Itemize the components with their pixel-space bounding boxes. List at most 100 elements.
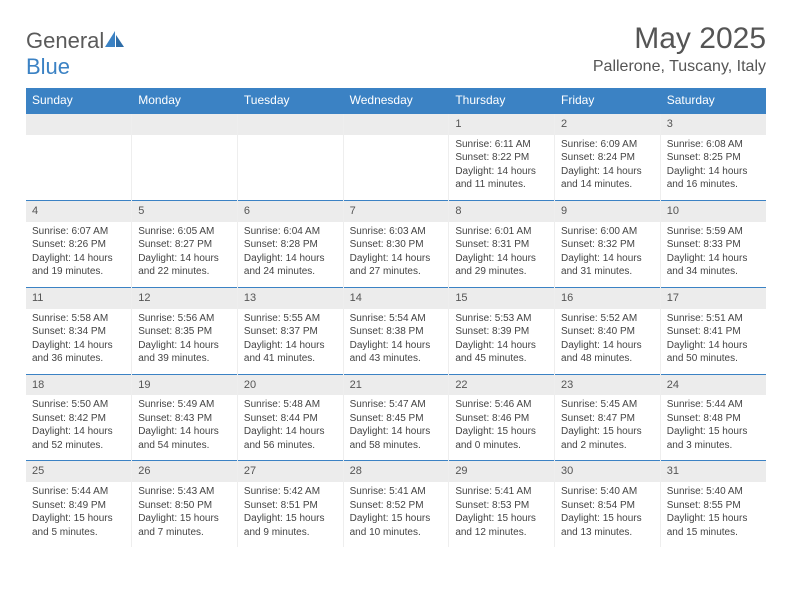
- detail-row: Sunrise: 5:50 AMSunset: 8:42 PMDaylight:…: [26, 395, 766, 461]
- day-number-cell: 7: [343, 200, 449, 221]
- sunset-text: Sunset: 8:27 PM: [138, 238, 231, 252]
- sunrise-text: Sunrise: 5:56 AM: [138, 312, 231, 326]
- sunrise-text: Sunrise: 5:49 AM: [138, 398, 231, 412]
- daylight-text: Daylight: 14 hours and 56 minutes.: [244, 425, 337, 452]
- day-header: Wednesday: [343, 88, 449, 113]
- daylight-text: Daylight: 14 hours and 52 minutes.: [32, 425, 125, 452]
- daylight-text: Daylight: 15 hours and 0 minutes.: [455, 425, 548, 452]
- header: GeneralBlue May 2025 Pallerone, Tuscany,…: [26, 22, 766, 80]
- daylight-text: Daylight: 15 hours and 15 minutes.: [667, 512, 760, 539]
- day-number-cell: 18: [26, 374, 132, 395]
- day-number-cell: 6: [237, 200, 343, 221]
- sunrise-text: Sunrise: 6:07 AM: [32, 225, 125, 239]
- day-detail-cell: Sunrise: 5:50 AMSunset: 8:42 PMDaylight:…: [26, 395, 132, 461]
- sunrise-text: Sunrise: 5:45 AM: [561, 398, 654, 412]
- day-detail-cell: [237, 135, 343, 201]
- sunrise-text: Sunrise: 5:53 AM: [455, 312, 548, 326]
- daylight-text: Daylight: 14 hours and 34 minutes.: [667, 252, 760, 279]
- day-detail-cell: Sunrise: 5:40 AMSunset: 8:55 PMDaylight:…: [660, 482, 766, 547]
- day-detail-cell: Sunrise: 5:58 AMSunset: 8:34 PMDaylight:…: [26, 309, 132, 375]
- sunset-text: Sunset: 8:55 PM: [667, 499, 760, 513]
- day-number-cell: 5: [132, 200, 238, 221]
- day-detail-cell: Sunrise: 5:54 AMSunset: 8:38 PMDaylight:…: [343, 309, 449, 375]
- day-header: Friday: [555, 88, 661, 113]
- day-number-cell: 8: [449, 200, 555, 221]
- daylight-text: Daylight: 14 hours and 14 minutes.: [561, 165, 654, 192]
- daylight-text: Daylight: 15 hours and 7 minutes.: [138, 512, 231, 539]
- day-number-cell: [343, 113, 449, 135]
- sunset-text: Sunset: 8:32 PM: [561, 238, 654, 252]
- sunset-text: Sunset: 8:54 PM: [561, 499, 654, 513]
- sunset-text: Sunset: 8:53 PM: [455, 499, 548, 513]
- day-detail-cell: Sunrise: 6:00 AMSunset: 8:32 PMDaylight:…: [555, 222, 661, 288]
- daylight-text: Daylight: 14 hours and 48 minutes.: [561, 339, 654, 366]
- day-detail-cell: Sunrise: 5:41 AMSunset: 8:52 PMDaylight:…: [343, 482, 449, 547]
- detail-row: Sunrise: 6:07 AMSunset: 8:26 PM Daylight:…: [26, 222, 766, 288]
- day-number-cell: 31: [660, 461, 766, 482]
- sunrise-text: Sunrise: 5:46 AM: [455, 398, 548, 412]
- sunset-text: Sunset: 8:31 PM: [455, 238, 548, 252]
- calendar-body: 12 3Sunrise: 6:11 AMSunset: 8:22 PMDaylig…: [26, 113, 766, 547]
- sunrise-text: Sunrise: 6:01 AM: [455, 225, 548, 239]
- day-detail-cell: Sunrise: 5:46 AMSunset: 8:46 PMDaylight:…: [449, 395, 555, 461]
- sunset-text: Sunset: 8:22 PM: [455, 151, 548, 165]
- daylight-text: Daylight: 14 hours and 31 minutes.: [561, 252, 654, 279]
- day-detail-cell: [26, 135, 132, 201]
- sunrise-text: Sunrise: 6:04 AM: [244, 225, 337, 239]
- sunrise-text: Sunrise: 5:40 AM: [561, 485, 654, 499]
- day-number-cell: 15: [449, 287, 555, 308]
- day-header: Monday: [132, 88, 238, 113]
- calendar-table: SundayMondayTuesdayWednesdayThursdayFrid…: [26, 88, 766, 547]
- day-number-cell: 10: [660, 200, 766, 221]
- sunrise-text: Sunrise: 5:54 AM: [350, 312, 443, 326]
- sunset-text: Sunset: 8:45 PM: [350, 412, 443, 426]
- sunset-text: Sunset: 8:34 PM: [32, 325, 125, 339]
- daylight-text: Daylight: 14 hours and 58 minutes.: [350, 425, 443, 452]
- sunset-text: Sunset: 8:26 PM: [32, 238, 125, 252]
- calendar-head: SundayMondayTuesdayWednesdayThursdayFrid…: [26, 88, 766, 113]
- sunrise-text: Sunrise: 5:48 AM: [244, 398, 337, 412]
- day-number-cell: 11: [26, 287, 132, 308]
- daylight-text: Daylight: 14 hours and 22 minutes.: [138, 252, 231, 279]
- daylight-text: Daylight: 14 hours and 54 minutes.: [138, 425, 231, 452]
- sunrise-text: Sunrise: 5:47 AM: [350, 398, 443, 412]
- sunrise-text: Sunrise: 5:50 AM: [32, 398, 125, 412]
- sunset-text: Sunset: 8:50 PM: [138, 499, 231, 513]
- sunrise-text: Sunrise: 6:03 AM: [350, 225, 443, 239]
- day-detail-cell: Sunrise: 5:49 AMSunset: 8:43 PMDaylight:…: [132, 395, 238, 461]
- detail-row: Sunrise: 5:58 AMSunset: 8:34 PM Daylight:…: [26, 309, 766, 375]
- day-number-cell: 30: [555, 461, 661, 482]
- day-header: Saturday: [660, 88, 766, 113]
- daylight-text: Daylight: 14 hours and 43 minutes.: [350, 339, 443, 366]
- day-number-cell: 25: [26, 461, 132, 482]
- sunset-text: Sunset: 8:46 PM: [455, 412, 548, 426]
- day-number-cell: 12: [132, 287, 238, 308]
- day-number-cell: 24: [660, 374, 766, 395]
- sunrise-text: Sunrise: 5:41 AM: [350, 485, 443, 499]
- day-detail-cell: Sunrise: 5:42 AMSunset: 8:51 PMDaylight:…: [237, 482, 343, 547]
- daylight-text: Daylight: 15 hours and 9 minutes.: [244, 512, 337, 539]
- daylight-text: Daylight: 14 hours and 41 minutes.: [244, 339, 337, 366]
- sunrise-text: Sunrise: 5:43 AM: [138, 485, 231, 499]
- sunset-text: Sunset: 8:41 PM: [667, 325, 760, 339]
- day-number-cell: 4: [26, 200, 132, 221]
- day-number-cell: 3: [660, 113, 766, 135]
- sunset-text: Sunset: 8:38 PM: [350, 325, 443, 339]
- sunset-text: Sunset: 8:43 PM: [138, 412, 231, 426]
- sunset-text: Sunset: 8:42 PM: [32, 412, 125, 426]
- detail-row: Sunrise: 6:11 AMSunset: 8:22 PMDaylight:…: [26, 135, 766, 201]
- title-block: May 2025 Pallerone, Tuscany, Italy: [593, 22, 766, 76]
- sunrise-text: Sunrise: 5:59 AM: [667, 225, 760, 239]
- sunrise-text: Sunrise: 5:41 AM: [455, 485, 548, 499]
- day-number-cell: [237, 113, 343, 135]
- daylight-text: Daylight: 15 hours and 13 minutes.: [561, 512, 654, 539]
- daylight-text: Daylight: 14 hours and 24 minutes.: [244, 252, 337, 279]
- day-number-cell: 19: [132, 374, 238, 395]
- day-detail-cell: Sunrise: 5:53 AMSunset: 8:39 PMDaylight:…: [449, 309, 555, 375]
- sunset-text: Sunset: 8:24 PM: [561, 151, 654, 165]
- sunset-text: Sunset: 8:48 PM: [667, 412, 760, 426]
- sunset-text: Sunset: 8:37 PM: [244, 325, 337, 339]
- sunrise-text: Sunrise: 5:58 AM: [32, 312, 125, 326]
- daynum-row: 11121314151617: [26, 287, 766, 308]
- daylight-text: Daylight: 14 hours and 27 minutes.: [350, 252, 443, 279]
